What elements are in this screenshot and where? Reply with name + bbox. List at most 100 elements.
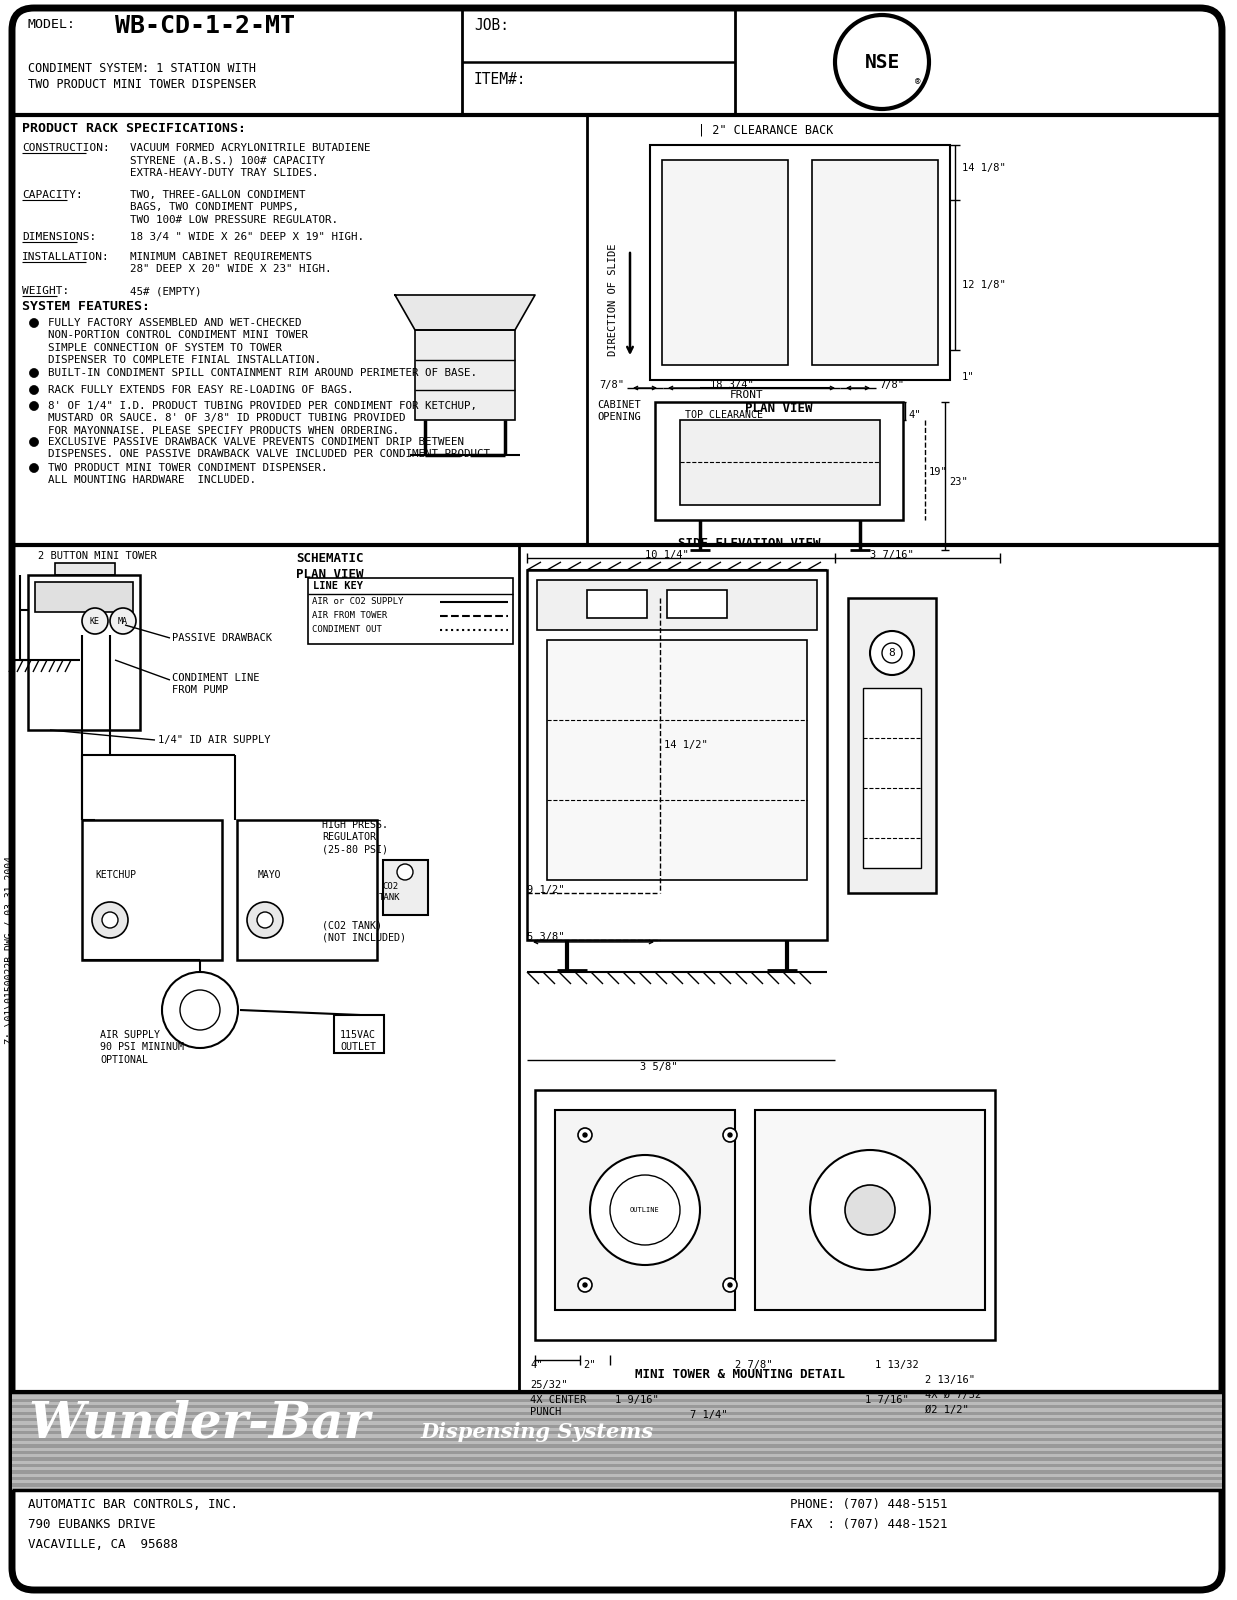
Text: DIMENSIONS:: DIMENSIONS: (22, 232, 96, 242)
Text: AIR FROM TOWER: AIR FROM TOWER (312, 611, 387, 619)
Circle shape (30, 368, 38, 378)
Text: Dispensing Systems: Dispensing Systems (421, 1422, 653, 1442)
Text: MINIMUM CABINET REQUIREMENTS
28" DEEP X 20" WIDE X 23" HIGH.: MINIMUM CABINET REQUIREMENTS 28" DEEP X … (130, 251, 332, 275)
Text: 1": 1" (962, 371, 975, 382)
Text: 1 7/16": 1 7/16" (865, 1395, 909, 1405)
Text: 18 3/4": 18 3/4" (710, 379, 753, 390)
Circle shape (590, 1155, 700, 1266)
Bar (12, 1411, 1222, 1414)
Text: KE: KE (90, 616, 100, 626)
Text: DIRECTION OF SLIDE: DIRECTION OF SLIDE (609, 243, 618, 357)
Circle shape (610, 1174, 680, 1245)
Circle shape (30, 318, 38, 328)
Bar (12, 1458, 1222, 1461)
Text: 4": 4" (529, 1360, 543, 1370)
Text: 4": 4" (908, 410, 920, 419)
Bar (82, 819, 221, 960)
Text: CONSTRUCTION:: CONSTRUCTION: (22, 142, 110, 154)
Text: 2": 2" (583, 1360, 595, 1370)
Text: 12 1/8": 12 1/8" (962, 280, 1006, 290)
Bar (537, 579, 816, 630)
Circle shape (578, 1278, 593, 1293)
Bar (12, 1464, 1222, 1467)
Bar (12, 1474, 1222, 1477)
Text: AUTOMATIC BAR CONTROLS, INC.: AUTOMATIC BAR CONTROLS, INC. (28, 1498, 238, 1510)
Text: PASSIVE DRAWBACK: PASSIVE DRAWBACK (172, 634, 272, 643)
Text: LINE KEY: LINE KEY (313, 581, 362, 590)
Text: | 2" CLEARANCE BACK: | 2" CLEARANCE BACK (698, 125, 834, 138)
Bar (12, 1408, 1222, 1411)
Bar (534, 1090, 995, 1341)
Text: CONDIMENT OUT: CONDIMENT OUT (312, 626, 382, 634)
FancyBboxPatch shape (12, 8, 1222, 1590)
Bar (12, 1395, 1222, 1398)
Bar (12, 1467, 1222, 1470)
Text: OUTLINE: OUTLINE (630, 1206, 659, 1213)
Text: 23": 23" (949, 477, 967, 486)
Bar (656, 402, 903, 520)
Text: 2 13/16": 2 13/16" (925, 1374, 975, 1386)
Text: AIR SUPPLY
90 PSI MININUM
OPTIONAL: AIR SUPPLY 90 PSI MININUM OPTIONAL (100, 1030, 184, 1066)
Circle shape (162, 971, 238, 1048)
Text: SYSTEM FEATURES:: SYSTEM FEATURES: (22, 301, 150, 314)
Text: MA: MA (118, 616, 127, 626)
Text: JOB:: JOB: (474, 18, 508, 34)
Bar (12, 1448, 1222, 1451)
Bar (12, 1421, 1222, 1424)
Text: 14 1/8": 14 1/8" (962, 163, 1006, 173)
Text: ®: ® (915, 77, 920, 86)
Text: 7/8": 7/8" (880, 379, 904, 390)
Bar (849, 598, 936, 893)
Text: 2 7/8": 2 7/8" (735, 1360, 772, 1370)
Bar (12, 1461, 1222, 1464)
Bar (12, 1470, 1222, 1474)
Text: 14 1/2": 14 1/2" (664, 739, 708, 750)
Text: 115VAC
OUTLET: 115VAC OUTLET (340, 1030, 376, 1053)
Text: CO2
TANK: CO2 TANK (380, 882, 401, 902)
Circle shape (729, 1283, 732, 1286)
Bar (680, 419, 880, 506)
Text: Z: \01\0150022B.DWG / 03-31-2004: Z: \01\0150022B.DWG / 03-31-2004 (5, 856, 15, 1043)
Text: PHONE: (707) 448-5151: PHONE: (707) 448-5151 (790, 1498, 948, 1510)
Bar (667, 590, 727, 618)
Circle shape (30, 386, 38, 395)
Text: SIDE ELEVATION VIEW: SIDE ELEVATION VIEW (678, 538, 820, 550)
Bar (12, 1418, 1222, 1421)
Bar (12, 1454, 1222, 1458)
Text: 2 BUTTON MINI TOWER: 2 BUTTON MINI TOWER (38, 550, 157, 562)
Text: TWO PRODUCT MINI TOWER DISPENSER: TWO PRODUCT MINI TOWER DISPENSER (28, 78, 256, 91)
Text: 45# (EMPTY): 45# (EMPTY) (130, 286, 202, 296)
Text: HIGH PRESS.
REGULATOR
(25-80 PSI): HIGH PRESS. REGULATOR (25-80 PSI) (322, 819, 388, 854)
Circle shape (722, 1128, 737, 1142)
Text: 19": 19" (929, 467, 948, 477)
Circle shape (583, 1283, 588, 1286)
Text: 8' OF 1/4" I.D. PRODUCT TUBING PROVIDED PER CONDIMENT FOR KETCHUP,
MUSTARD OR SA: 8' OF 1/4" I.D. PRODUCT TUBING PROVIDED … (48, 402, 477, 435)
Text: MAYO: MAYO (259, 870, 282, 880)
Bar (588, 590, 647, 618)
Text: PRODUCT RACK SPECIFICATIONS:: PRODUCT RACK SPECIFICATIONS: (22, 122, 246, 134)
Text: WEIGHT:: WEIGHT: (22, 286, 69, 296)
Circle shape (810, 1150, 930, 1270)
Circle shape (257, 912, 273, 928)
Text: FAX  : (707) 448-1521: FAX : (707) 448-1521 (790, 1518, 948, 1531)
Circle shape (397, 864, 413, 880)
Bar (755, 1110, 985, 1310)
Text: Ø2 1/2": Ø2 1/2" (925, 1405, 969, 1414)
Bar (12, 1483, 1222, 1486)
Bar (12, 1480, 1222, 1483)
Text: KETCHUP: KETCHUP (95, 870, 136, 880)
Bar (12, 1442, 1222, 1445)
Bar (649, 146, 950, 379)
Circle shape (247, 902, 283, 938)
Circle shape (181, 990, 220, 1030)
Text: Wunder-Bar: Wunder-Bar (28, 1400, 370, 1450)
Circle shape (845, 1186, 896, 1235)
Text: CAPACITY:: CAPACITY: (22, 190, 83, 200)
Bar (12, 1477, 1222, 1480)
Text: 1/4" ID AIR SUPPLY: 1/4" ID AIR SUPPLY (158, 734, 271, 746)
Bar (12, 1451, 1222, 1454)
Bar (12, 1398, 1222, 1402)
Text: 5 3/8": 5 3/8" (527, 931, 564, 942)
Bar (12, 1432, 1222, 1435)
Circle shape (101, 912, 118, 928)
